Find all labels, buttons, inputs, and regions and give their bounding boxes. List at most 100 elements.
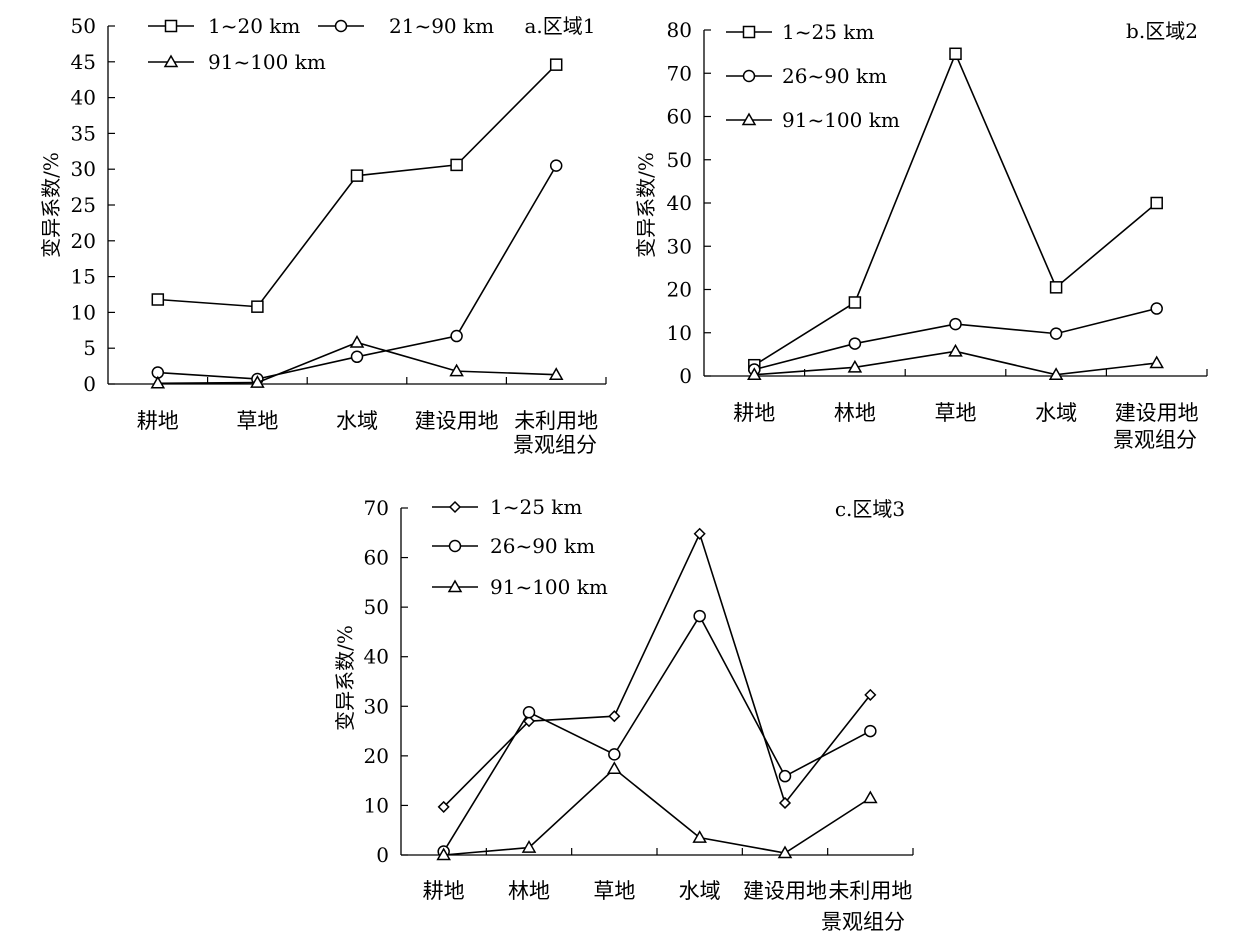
data-point: [863, 790, 878, 804]
y-tick-label: 40: [667, 191, 692, 215]
legend-label: 91~100 km: [208, 50, 326, 74]
series-1: [437, 527, 877, 813]
y-tick-label: 50: [71, 14, 96, 38]
data-point: [549, 159, 563, 172]
data-point: [350, 169, 364, 182]
y-tick-label: 10: [71, 300, 96, 324]
y-tick-label: 80: [667, 18, 692, 42]
data-point: [350, 350, 364, 364]
x-tick-label: 草地: [935, 401, 977, 425]
y-tick-label: 70: [667, 61, 692, 85]
data-point: [1048, 367, 1064, 380]
legend-label: 1~25 km: [782, 20, 874, 44]
data-point: [864, 688, 877, 701]
data-point: [349, 334, 365, 348]
x-tick-label: 水域: [679, 879, 721, 903]
y-tick-label: 10: [364, 793, 389, 817]
data-point: [436, 847, 451, 861]
y-tick-label: 70: [364, 496, 389, 520]
data-point: [1150, 302, 1163, 315]
x-tick-label: 未利用地: [514, 409, 598, 433]
x-tick-label: 耕地: [733, 401, 775, 425]
data-point: [522, 715, 536, 728]
x-tick-label: 草地: [236, 409, 278, 433]
legend-marker: [448, 539, 462, 553]
legend-item-3: 91~100 km: [148, 50, 326, 74]
legend-label: 91~100 km: [490, 575, 608, 599]
legend-label: 21~90 km: [389, 14, 494, 38]
y-axis-title: 变异系数/%: [634, 152, 658, 258]
data-point: [847, 359, 863, 373]
series-3: [747, 343, 1164, 380]
y-tick-label: 20: [71, 229, 96, 253]
data-point: [437, 800, 450, 813]
data-point: [250, 375, 265, 388]
data-point: [548, 367, 564, 380]
data-point: [693, 527, 706, 540]
series-2: [151, 159, 563, 386]
x-tick-label: 建设用地: [743, 879, 827, 903]
panel-label: b.区域2: [1126, 19, 1198, 43]
legend-label: 91~100 km: [782, 108, 900, 132]
legend-marker: [164, 19, 178, 33]
legend-marker: [742, 69, 756, 83]
series-line: [443, 767, 871, 856]
y-tick-label: 15: [71, 265, 96, 289]
data-point: [778, 769, 792, 783]
legend-label: 26~90 km: [490, 534, 595, 558]
data-point: [608, 710, 621, 723]
legend-marker: [741, 112, 757, 126]
series-line: [442, 614, 871, 852]
series-2: [437, 609, 877, 858]
data-point: [150, 375, 166, 389]
data-point: [692, 830, 707, 843]
legend-marker: [448, 500, 462, 514]
y-tick-label: 50: [667, 148, 692, 172]
data-point: [449, 363, 464, 377]
y-tick-label: 10: [667, 321, 692, 345]
x-axis-title: 景观组分: [513, 433, 597, 457]
data-point: [949, 47, 962, 61]
y-tick-label: 40: [364, 645, 389, 669]
x-tick-label: 未利用地: [828, 879, 912, 903]
data-point: [1150, 196, 1163, 210]
x-tick-label: 林地: [834, 401, 876, 425]
data-point: [848, 296, 862, 309]
data-point: [607, 761, 622, 774]
y-tick-label: 25: [71, 193, 96, 217]
legend-marker: [163, 54, 179, 68]
legend-item-3: 91~100 km: [432, 575, 608, 599]
x-axis-title: 景观组分: [1113, 428, 1197, 452]
data-point: [450, 329, 463, 343]
legend-marker: [742, 25, 756, 39]
legend-label: 26~90 km: [782, 64, 887, 88]
legend-label: 1~20 km: [208, 14, 300, 38]
data-point: [608, 748, 621, 761]
x-axis-title: 景观组分: [821, 910, 905, 934]
y-tick-label: 0: [376, 843, 389, 867]
y-tick-label: 40: [71, 86, 96, 110]
y-axis-title: 变异系数/%: [333, 625, 357, 731]
legend-marker: [334, 19, 348, 33]
legend-item-1: 1~25 km: [432, 495, 582, 519]
data-point: [949, 317, 962, 331]
series-3: [436, 761, 878, 861]
legend-item-2: 21~90 km: [318, 14, 494, 38]
y-tick-label: 20: [667, 278, 692, 302]
y-tick-label: 60: [667, 105, 692, 129]
y-tick-label: 20: [364, 744, 389, 768]
x-tick-label: 建设用地: [415, 409, 499, 433]
data-point: [948, 343, 963, 357]
series-3: [150, 334, 564, 389]
data-point: [1149, 355, 1164, 369]
legend-marker: [447, 579, 463, 593]
legend-item-1: 1~20 km: [148, 14, 300, 38]
legend-item-2: 26~90 km: [432, 534, 595, 558]
legend-item-3: 91~100 km: [726, 108, 900, 132]
data-point: [549, 58, 563, 71]
x-tick-label: 林地: [508, 879, 550, 903]
x-tick-label: 建设用地: [1115, 401, 1199, 425]
data-point: [693, 609, 706, 623]
